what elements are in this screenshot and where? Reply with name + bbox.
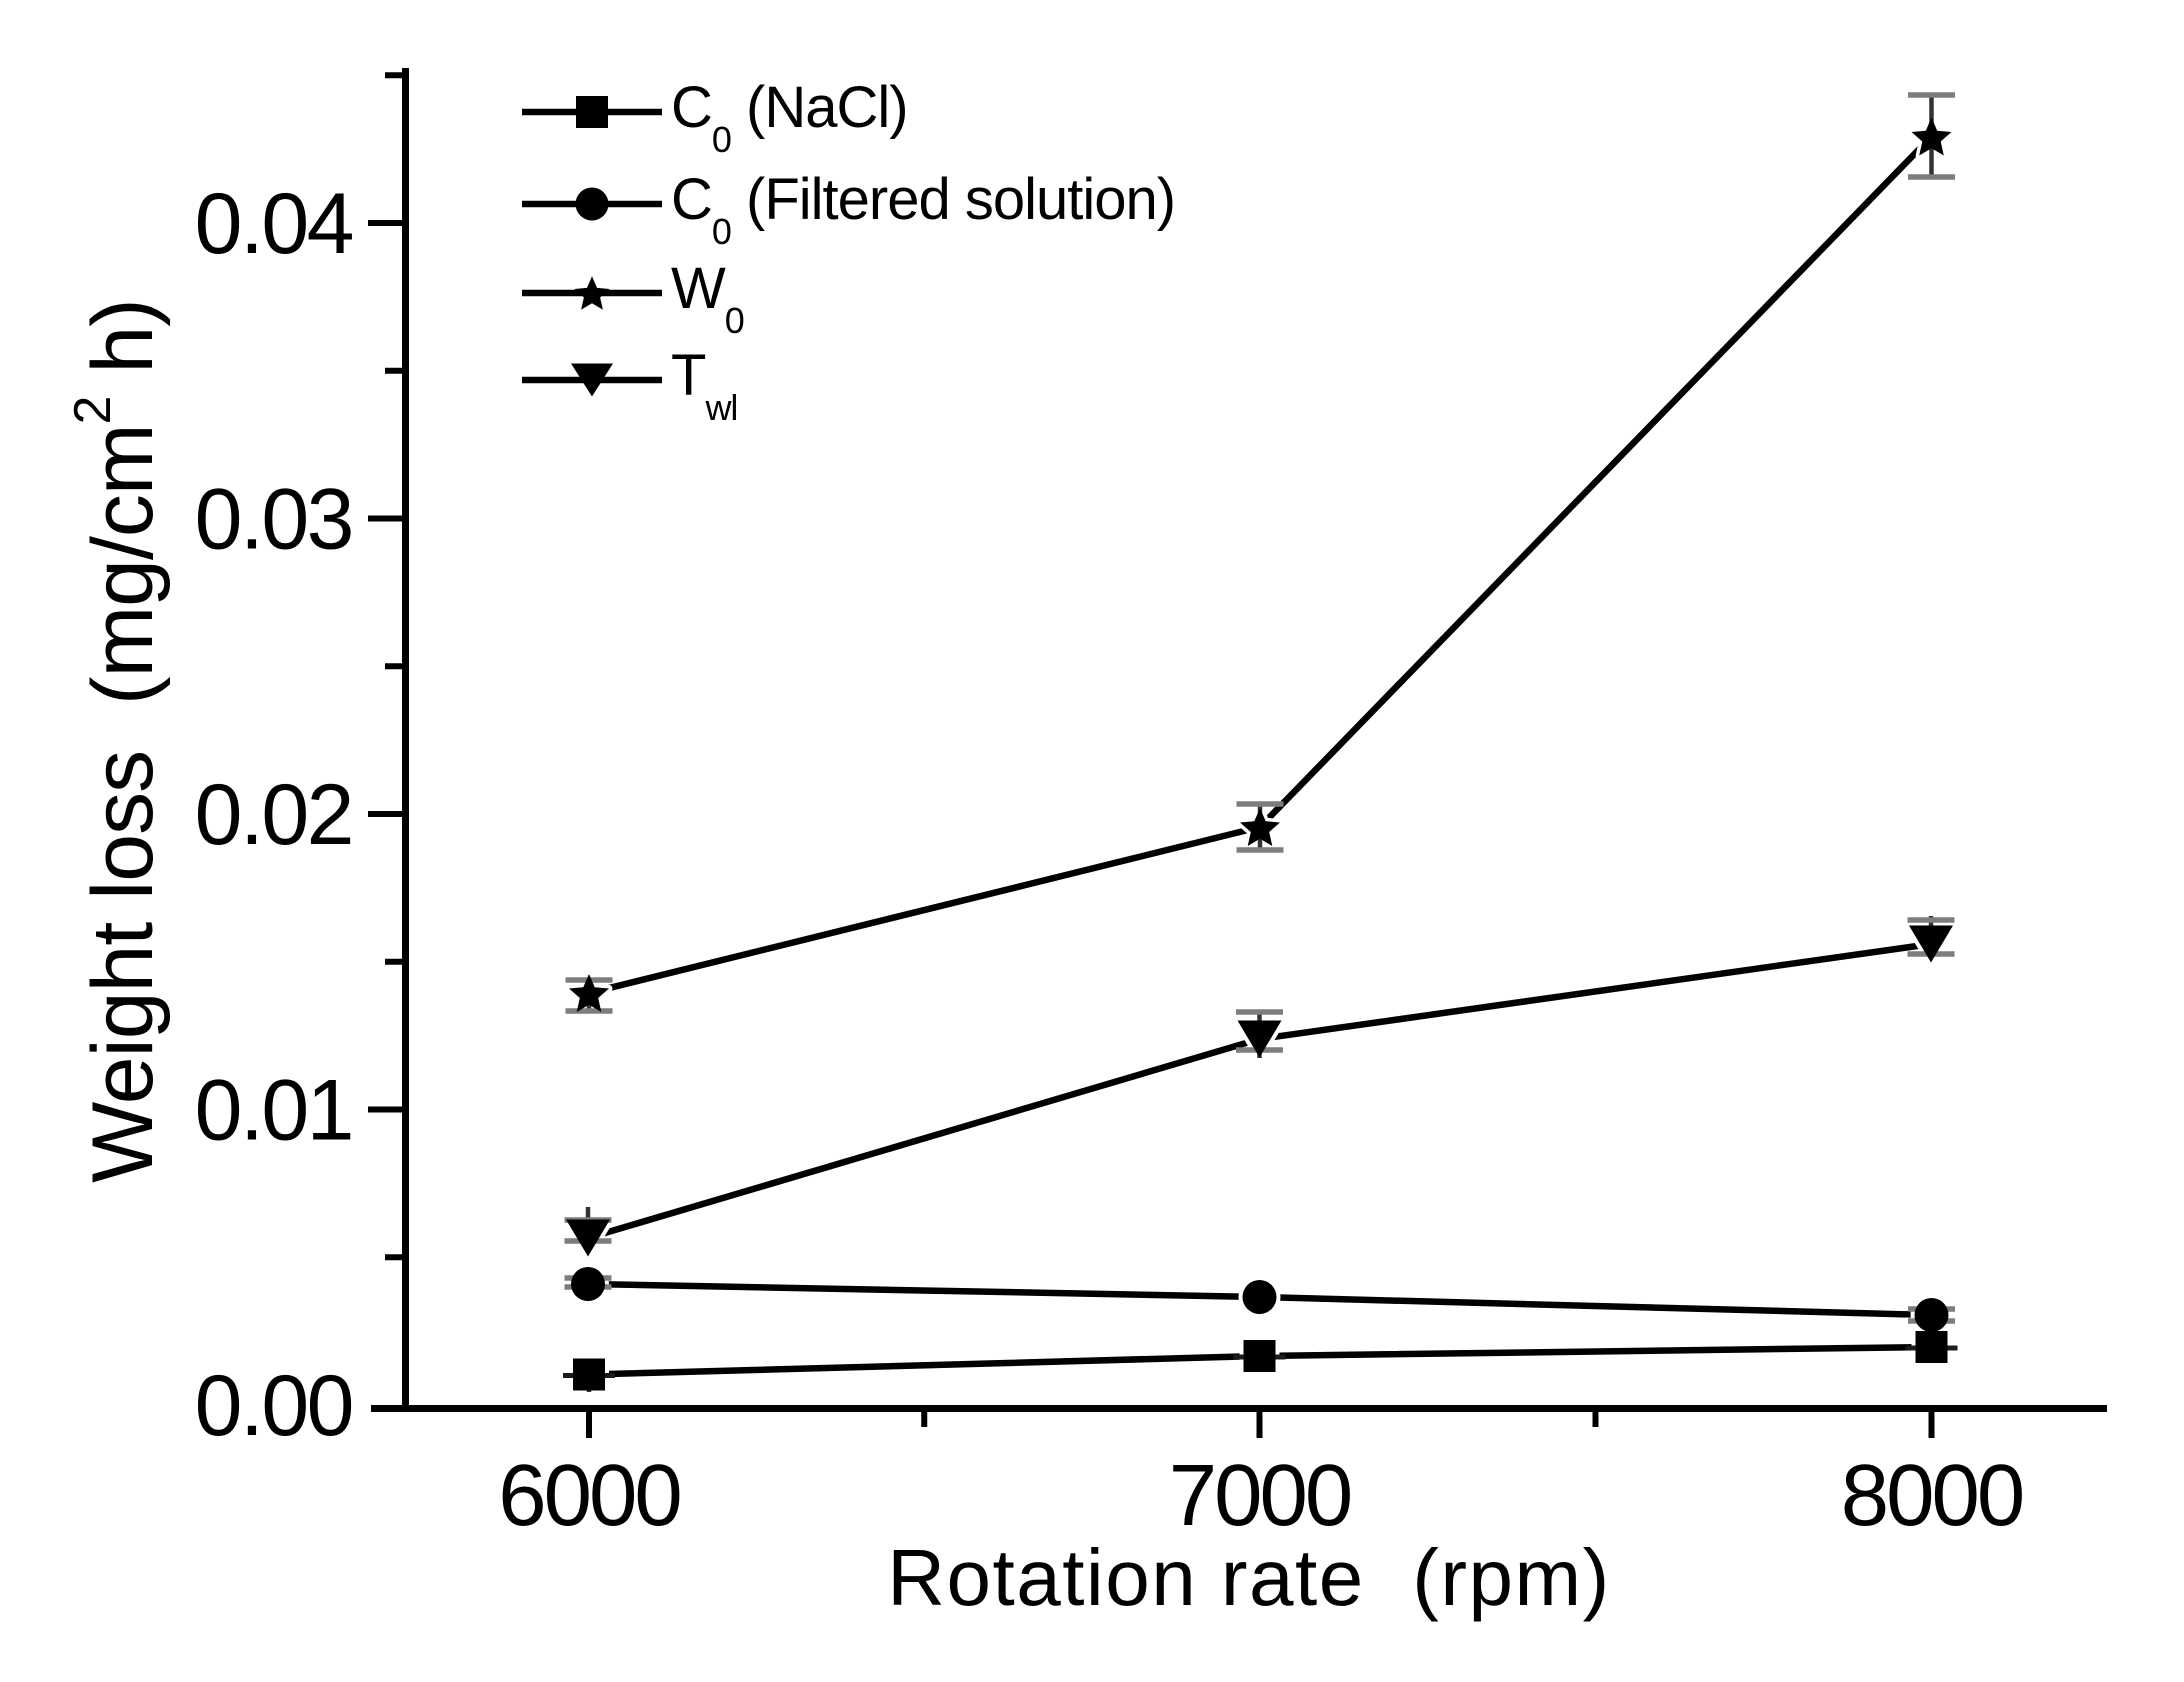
svg-text:Weight loss (mg/cm2 h): Weight loss (mg/cm2 h) — [64, 299, 171, 1183]
svg-text:C0 (NaCl): C0 (NaCl) — [671, 75, 908, 160]
svg-text:0.01: 0.01 — [195, 1063, 352, 1159]
svg-text:6000: 6000 — [498, 1447, 680, 1544]
svg-text:8000: 8000 — [1841, 1447, 2023, 1544]
svg-text:0.00: 0.00 — [195, 1358, 352, 1454]
svg-text:Rotation rate (rpm): Rotation rate (rpm) — [887, 1533, 1611, 1622]
svg-text:7000: 7000 — [1169, 1447, 1351, 1544]
svg-text:W0: W0 — [671, 256, 744, 341]
svg-text:C0 (Filtered solution): C0 (Filtered solution) — [671, 167, 1175, 252]
svg-text:0.02: 0.02 — [195, 767, 352, 863]
svg-text:Twl: Twl — [671, 343, 737, 428]
svg-text:0.04: 0.04 — [195, 176, 353, 272]
svg-text:0.03: 0.03 — [195, 472, 352, 568]
